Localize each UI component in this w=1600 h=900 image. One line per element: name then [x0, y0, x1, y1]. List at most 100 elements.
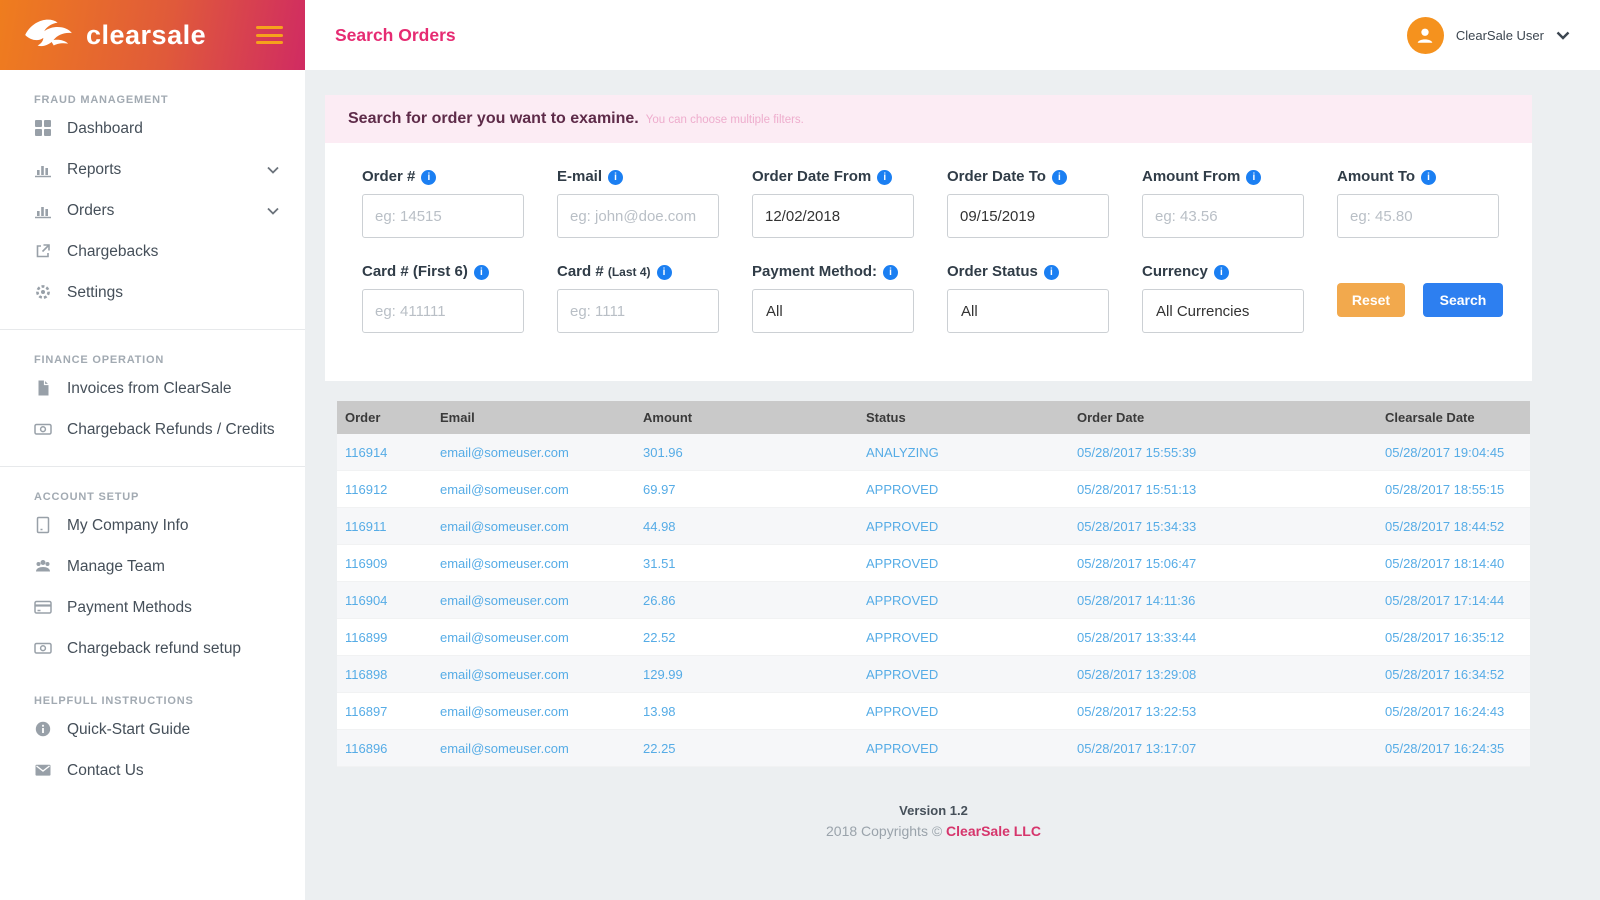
- order-date-to-input[interactable]: [947, 194, 1109, 238]
- search-button[interactable]: Search: [1423, 283, 1503, 317]
- order-date-cell[interactable]: 05/28/2017 13:29:08: [1077, 666, 1197, 682]
- status-cell[interactable]: APPROVED: [866, 555, 939, 571]
- order-id-cell[interactable]: 116912: [345, 481, 388, 497]
- order-date-cell[interactable]: 05/28/2017 13:17:07: [1077, 740, 1197, 756]
- email-cell[interactable]: email@someuser.com: [440, 592, 569, 608]
- status-cell[interactable]: APPROVED: [866, 629, 939, 645]
- info-icon[interactable]: [421, 170, 437, 185]
- chevron-down-icon[interactable]: [267, 207, 279, 215]
- table-row[interactable]: 116898 email@someuser.com 129.99 APPROVE…: [337, 656, 1530, 693]
- sidebar-item-payment-methods[interactable]: Payment Methods: [0, 589, 305, 630]
- reset-button[interactable]: Reset: [1337, 283, 1405, 317]
- user-menu[interactable]: ClearSale User: [1406, 16, 1570, 54]
- order-date-cell[interactable]: 05/28/2017 13:22:53: [1077, 703, 1197, 719]
- order-date-cell[interactable]: 05/28/2017 13:33:44: [1077, 629, 1197, 645]
- amount-cell[interactable]: 301.96: [643, 444, 683, 460]
- clearsale-date-cell[interactable]: 05/28/2017 19:04:45: [1385, 444, 1505, 460]
- table-row[interactable]: 116896 email@someuser.com 22.25 APPROVED…: [337, 730, 1530, 767]
- amount-cell[interactable]: 69.97: [643, 481, 676, 497]
- email-cell[interactable]: email@someuser.com: [440, 518, 569, 534]
- info-icon[interactable]: [1246, 170, 1262, 185]
- clearsale-date-cell[interactable]: 05/28/2017 16:24:35: [1385, 740, 1505, 756]
- sidebar-item-manage-team[interactable]: Manage Team: [0, 548, 305, 589]
- table-row[interactable]: 116911 email@someuser.com 44.98 APPROVED…: [337, 508, 1530, 545]
- sidebar-item-quick-start[interactable]: Quick-Start Guide: [0, 711, 305, 752]
- amount-from-input[interactable]: [1142, 194, 1304, 238]
- order-id-cell[interactable]: 116896: [345, 740, 388, 756]
- amount-cell[interactable]: 26.86: [643, 592, 676, 608]
- amount-cell[interactable]: 44.98: [643, 518, 676, 534]
- order-id-cell[interactable]: 116899: [345, 629, 388, 645]
- order-date-cell[interactable]: 05/28/2017 15:55:39: [1077, 444, 1197, 460]
- info-icon[interactable]: [877, 170, 893, 185]
- info-icon[interactable]: [1421, 170, 1437, 185]
- currency-select[interactable]: All Currencies: [1142, 289, 1304, 333]
- info-icon[interactable]: [608, 170, 624, 185]
- sidebar-item-company-info[interactable]: My Company Info: [0, 507, 305, 548]
- sidebar-item-contact-us[interactable]: Contact Us: [0, 752, 305, 793]
- table-row[interactable]: 116899 email@someuser.com 22.52 APPROVED…: [337, 619, 1530, 656]
- order-date-cell[interactable]: 05/28/2017 15:34:33: [1077, 518, 1197, 534]
- clearsale-date-cell[interactable]: 05/28/2017 16:35:12: [1385, 629, 1505, 645]
- email-cell[interactable]: email@someuser.com: [440, 629, 569, 645]
- status-cell[interactable]: ANALYZING: [866, 444, 939, 460]
- table-row[interactable]: 116912 email@someuser.com 69.97 APPROVED…: [337, 471, 1530, 508]
- order-status-select[interactable]: All: [947, 289, 1109, 333]
- amount-to-input[interactable]: [1337, 194, 1499, 238]
- table-row[interactable]: 116897 email@someuser.com 13.98 APPROVED…: [337, 693, 1530, 730]
- info-icon[interactable]: [883, 265, 899, 280]
- amount-cell[interactable]: 13.98: [643, 703, 676, 719]
- table-row[interactable]: 116909 email@someuser.com 31.51 APPROVED…: [337, 545, 1530, 582]
- table-row[interactable]: 116914 email@someuser.com 301.96 ANALYZI…: [337, 434, 1530, 471]
- sidebar-item-orders[interactable]: Orders: [0, 192, 305, 233]
- order-date-cell[interactable]: 05/28/2017 14:11:36: [1077, 592, 1196, 608]
- order-date-cell[interactable]: 05/28/2017 15:06:47: [1077, 555, 1197, 571]
- sidebar-item-dashboard[interactable]: Dashboard: [0, 110, 305, 151]
- clearsale-date-cell[interactable]: 05/28/2017 18:44:52: [1385, 518, 1505, 534]
- brand-logo[interactable]: clearsale: [0, 0, 305, 70]
- order-id-cell[interactable]: 116898: [345, 666, 388, 682]
- card-first6-input[interactable]: [362, 289, 524, 333]
- info-icon[interactable]: [656, 265, 672, 280]
- email-cell[interactable]: email@someuser.com: [440, 666, 569, 682]
- card-last4-input[interactable]: [557, 289, 719, 333]
- order-date-cell[interactable]: 05/28/2017 15:51:13: [1077, 481, 1197, 497]
- email-cell[interactable]: email@someuser.com: [440, 740, 569, 756]
- info-icon[interactable]: [1043, 265, 1059, 280]
- clearsale-date-cell[interactable]: 05/28/2017 16:24:43: [1385, 703, 1505, 719]
- sidebar-item-invoices[interactable]: Invoices from ClearSale: [0, 370, 305, 411]
- chevron-down-icon[interactable]: [267, 166, 279, 174]
- payment-method-select[interactable]: All: [752, 289, 914, 333]
- status-cell[interactable]: APPROVED: [866, 740, 939, 756]
- amount-cell[interactable]: 22.25: [643, 740, 676, 756]
- order-id-cell[interactable]: 116897: [345, 703, 388, 719]
- order-id-cell[interactable]: 116914: [345, 444, 388, 460]
- email-cell[interactable]: email@someuser.com: [440, 703, 569, 719]
- info-icon[interactable]: [473, 265, 489, 280]
- sidebar-item-reports[interactable]: Reports: [0, 151, 305, 192]
- info-icon[interactable]: [1213, 265, 1229, 280]
- order-date-from-input[interactable]: [752, 194, 914, 238]
- email-cell[interactable]: email@someuser.com: [440, 444, 569, 460]
- order-id-cell[interactable]: 116904: [345, 592, 388, 608]
- sidebar-item-chargeback-refunds[interactable]: Chargeback Refunds / Credits: [0, 411, 305, 452]
- status-cell[interactable]: APPROVED: [866, 666, 939, 682]
- clearsale-date-cell[interactable]: 05/28/2017 18:14:40: [1385, 555, 1505, 571]
- email-input[interactable]: [557, 194, 719, 238]
- sidebar-item-chargebacks[interactable]: Chargebacks: [0, 233, 305, 274]
- status-cell[interactable]: APPROVED: [866, 592, 939, 608]
- status-cell[interactable]: APPROVED: [866, 481, 939, 497]
- clearsale-date-cell[interactable]: 05/28/2017 16:34:52: [1385, 666, 1505, 682]
- sidebar-item-chargeback-refund-setup[interactable]: Chargeback refund setup: [0, 630, 305, 671]
- amount-cell[interactable]: 129.99: [643, 666, 683, 682]
- order-number-input[interactable]: [362, 194, 524, 238]
- status-cell[interactable]: APPROVED: [866, 518, 939, 534]
- sidebar-item-settings[interactable]: Settings: [0, 274, 305, 315]
- email-cell[interactable]: email@someuser.com: [440, 481, 569, 497]
- status-cell[interactable]: APPROVED: [866, 703, 939, 719]
- table-row[interactable]: 116904 email@someuser.com 26.86 APPROVED…: [337, 582, 1530, 619]
- clearsale-date-cell[interactable]: 05/28/2017 18:55:15: [1385, 481, 1505, 497]
- order-id-cell[interactable]: 116909: [345, 555, 388, 571]
- order-id-cell[interactable]: 116911: [345, 518, 387, 534]
- info-icon[interactable]: [1051, 170, 1067, 185]
